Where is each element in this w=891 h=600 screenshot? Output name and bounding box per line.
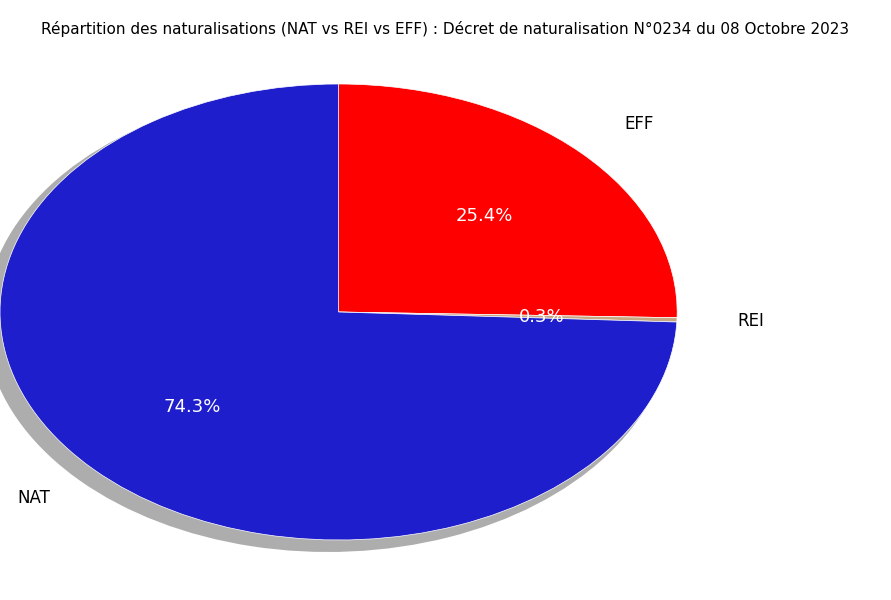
Wedge shape <box>328 90 671 327</box>
Wedge shape <box>328 321 671 331</box>
Text: NAT: NAT <box>17 489 50 507</box>
Wedge shape <box>339 84 677 318</box>
Wedge shape <box>339 312 677 322</box>
Text: 74.3%: 74.3% <box>163 398 220 416</box>
Text: Répartition des naturalisations (NAT vs REI vs EFF) : Décret de naturalisation N: Répartition des naturalisations (NAT vs … <box>42 21 849 37</box>
Text: 25.4%: 25.4% <box>455 208 512 226</box>
Wedge shape <box>0 90 671 552</box>
Text: REI: REI <box>738 312 764 330</box>
Text: 0.3%: 0.3% <box>519 308 564 326</box>
Text: EFF: EFF <box>625 115 654 133</box>
Wedge shape <box>0 84 677 540</box>
